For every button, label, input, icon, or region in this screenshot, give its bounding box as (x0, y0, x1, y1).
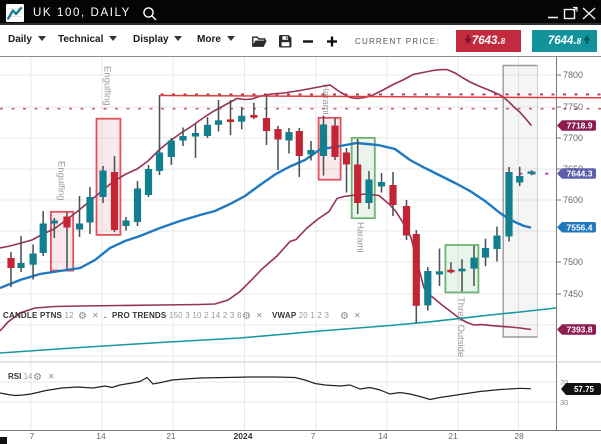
svg-text:CANDLE PTNS 12: CANDLE PTNS 12 (3, 311, 74, 320)
svg-text:14: 14 (96, 431, 106, 441)
svg-text:21: 21 (448, 431, 458, 441)
svg-text:7500: 7500 (563, 257, 583, 267)
svg-text:Harami: Harami (320, 84, 331, 115)
svg-text:Harami: Harami (355, 222, 366, 253)
svg-text:RSI 14: RSI 14 (8, 372, 33, 381)
svg-text:PRO TRENDS 150 3 10 2 14 2 3 8: PRO TRENDS 150 3 10 2 14 2 3 8 (112, 311, 242, 320)
svg-text:✕: ✕ (256, 311, 263, 320)
svg-text:7: 7 (311, 431, 316, 441)
svg-text:2024: 2024 (234, 431, 253, 441)
svg-text:7750: 7750 (563, 102, 583, 112)
svg-text:VWAP 20 1 2 3: VWAP 20 1 2 3 (272, 311, 330, 320)
svg-text:✕: ✕ (92, 311, 99, 320)
svg-text:⚙: ⚙ (33, 372, 42, 383)
svg-text:✕: ✕ (354, 311, 361, 320)
svg-text:7: 7 (30, 431, 35, 441)
svg-text:.: . (104, 311, 106, 320)
svg-text:7393.8: 7393.8 (567, 325, 593, 335)
svg-text:Engulfing: Engulfing (102, 66, 113, 106)
svg-text:7644.3: 7644.3 (567, 169, 593, 179)
svg-text:28: 28 (514, 431, 524, 441)
svg-text:57.75: 57.75 (574, 385, 595, 394)
svg-text:7718.9: 7718.9 (567, 121, 593, 131)
svg-text:7600: 7600 (563, 195, 583, 205)
svg-text:✕: ✕ (48, 372, 55, 381)
svg-text:14: 14 (378, 431, 388, 441)
svg-text:70: 70 (560, 378, 568, 387)
svg-text:7700: 7700 (563, 133, 583, 143)
svg-text:7800: 7800 (563, 70, 583, 80)
svg-text:⚙: ⚙ (340, 311, 349, 322)
svg-text:21: 21 (166, 431, 176, 441)
svg-text:30: 30 (560, 398, 568, 407)
svg-text:⚙: ⚙ (78, 311, 87, 322)
svg-text:7450: 7450 (563, 289, 583, 299)
svg-text:Engulfing: Engulfing (56, 161, 67, 201)
svg-text:Three Outside: Three Outside (455, 297, 466, 357)
svg-text:⚙: ⚙ (242, 311, 251, 322)
svg-text:7556.4: 7556.4 (567, 222, 593, 232)
